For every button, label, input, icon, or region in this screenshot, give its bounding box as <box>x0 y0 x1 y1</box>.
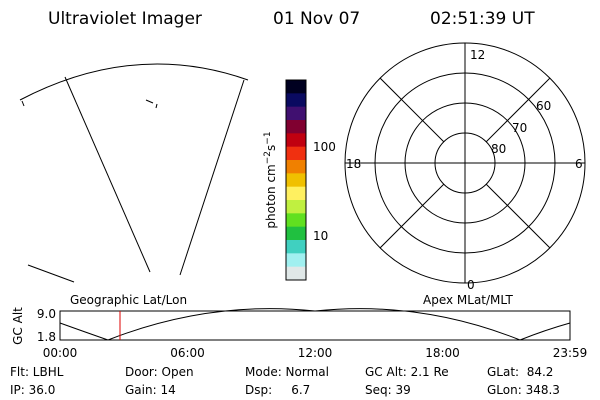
panel-label: Apex MLat/MLT <box>423 293 513 307</box>
altitude-xticks: 00:00 06:00 12:00 18:00 23:59 <box>43 346 588 360</box>
info-field: GC Alt: 2.1 Re <box>365 365 449 379</box>
colorbar-swatch <box>286 80 306 94</box>
geo-mark <box>21 100 25 107</box>
info-field: Dsp: 6.7 <box>245 383 310 397</box>
spoke <box>379 77 445 143</box>
geo-mark <box>155 103 158 109</box>
info-field: Mode: Normal <box>245 365 329 379</box>
colorbar-swatch <box>286 133 306 148</box>
altitude-xtick: 23:59 <box>553 346 588 360</box>
colorbar-swatch <box>286 186 306 201</box>
colorbar-swatch <box>286 173 306 188</box>
geo-arc <box>19 63 249 101</box>
info-field: GLon: 348.3 <box>487 383 560 397</box>
colorbar-swatch <box>286 200 306 214</box>
altitude-ytick: 1.8 <box>37 330 56 344</box>
panel-label: Geographic Lat/Lon <box>70 293 187 307</box>
altitude-xtick: 06:00 <box>170 346 205 360</box>
colorbar-label-part: −1 <box>263 131 273 144</box>
colorbar-label-part: −2 <box>263 151 273 164</box>
info-field: Gain: 14 <box>125 383 176 397</box>
mlat-label: 70 <box>512 121 527 135</box>
colorbar <box>285 79 307 281</box>
mlt-label: 12 <box>470 48 485 62</box>
colorbar-label-part: photon cm <box>264 164 278 228</box>
info-field: IP: 36.0 <box>10 383 55 397</box>
mlt-label: 6 <box>575 157 583 171</box>
geo-mark <box>145 99 154 104</box>
geo-line <box>27 264 75 283</box>
colorbar-swatch <box>286 160 306 174</box>
colorbar-swatch <box>286 120 306 134</box>
colorbar-swatch <box>286 253 306 268</box>
geo-line <box>64 76 151 273</box>
colorbar-frame <box>285 79 307 281</box>
mlat-label: 80 <box>491 142 506 156</box>
colorbar-swatch <box>286 240 306 254</box>
altitude-curve <box>59 308 571 341</box>
altitude-xtick: 18:00 <box>425 346 460 360</box>
mlt-label: 18 <box>346 157 361 171</box>
altitude-ylabel: GC Alt <box>11 307 25 345</box>
time: 02:51:39 UT <box>430 9 535 29</box>
spoke <box>485 183 551 249</box>
colorbar-label: photon cm−2s−1 <box>263 131 278 228</box>
colorbar-tick: 10 <box>313 229 328 243</box>
info-table: Flt: LBHL Door: Open Mode: Normal GC Alt: 2… <box>10 365 560 397</box>
altitude-xtick: 00:00 <box>43 346 78 360</box>
altitude-ytick: 9.0 <box>37 307 56 321</box>
polar-grid <box>344 42 586 284</box>
date: 01 Nov 07 <box>273 9 360 29</box>
altitude-xtick: 12:00 <box>298 346 333 360</box>
info-field: Door: Open <box>125 365 194 379</box>
mlt-label: 0 <box>467 278 475 292</box>
colorbar-swatch <box>286 106 306 121</box>
info-field: Flt: LBHL <box>10 365 64 379</box>
colorbar-swatch <box>286 93 306 108</box>
info-field: GLat: 84.2 <box>487 365 553 379</box>
colorbar-swatch <box>286 146 306 161</box>
colorbar-swatch <box>286 226 306 241</box>
colorbar-tick: 100 <box>313 140 336 154</box>
mlat-label: 60 <box>536 99 551 113</box>
info-field: Seq: 39 <box>365 383 411 397</box>
colorbar-swatch <box>286 213 306 228</box>
spoke <box>379 183 445 249</box>
colorbar-label-part: s <box>264 145 278 151</box>
geo-panel <box>19 63 249 283</box>
spoke <box>485 77 551 143</box>
title: Ultraviolet Imager <box>48 9 202 29</box>
geo-line <box>179 79 245 276</box>
colorbar-swatch <box>286 266 306 281</box>
